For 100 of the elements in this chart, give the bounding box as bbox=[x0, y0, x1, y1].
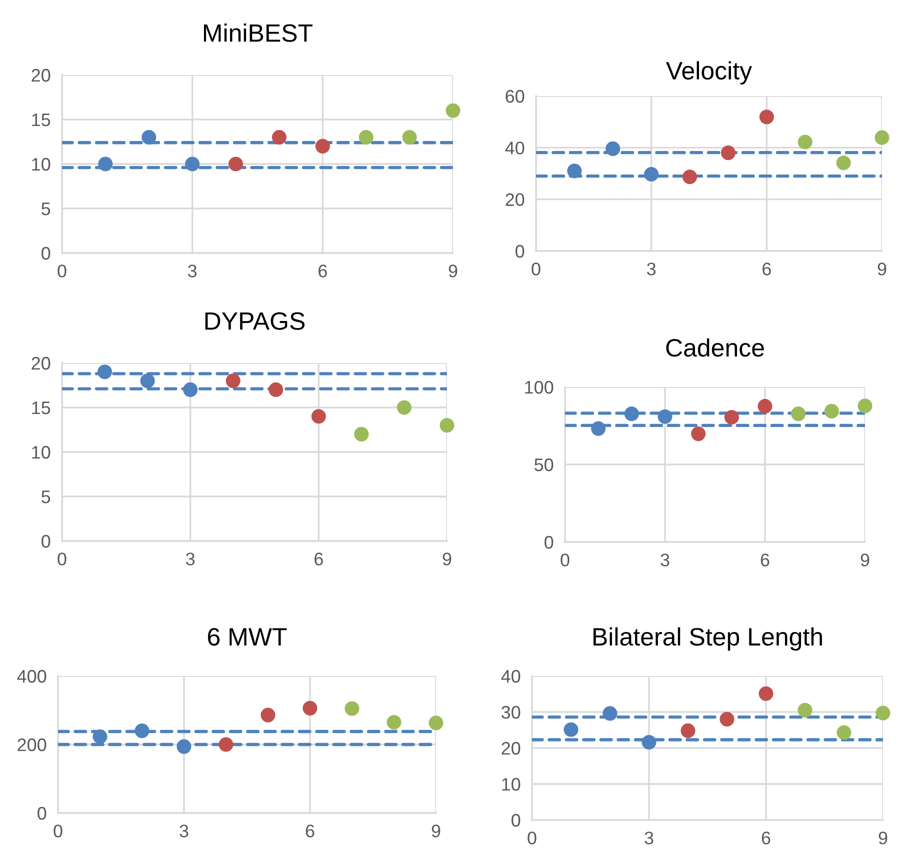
chart-title: Bilateral Step Length bbox=[594, 627, 822, 651]
point bbox=[272, 130, 287, 145]
point bbox=[876, 706, 890, 720]
point bbox=[564, 722, 578, 737]
x-tick-label: 3 bbox=[660, 554, 670, 566]
point bbox=[140, 374, 155, 388]
x-tick-label: 0 bbox=[560, 554, 570, 566]
y-tick-label: 10 bbox=[32, 446, 50, 459]
point bbox=[428, 716, 444, 730]
x-tick-label: 0 bbox=[58, 552, 66, 566]
point bbox=[226, 374, 240, 388]
point bbox=[606, 141, 620, 156]
point bbox=[682, 170, 698, 184]
y-tick-label: 10 bbox=[502, 778, 520, 791]
point bbox=[446, 103, 460, 118]
point bbox=[98, 156, 113, 172]
point bbox=[758, 398, 772, 414]
point bbox=[315, 138, 330, 154]
point bbox=[624, 406, 639, 422]
point bbox=[691, 426, 706, 442]
y-tick-label: 50 bbox=[534, 458, 554, 472]
point bbox=[228, 156, 244, 172]
x-tick-label: 9 bbox=[860, 554, 870, 566]
point bbox=[602, 706, 618, 721]
y-tick-label: 30 bbox=[501, 706, 520, 719]
point bbox=[642, 734, 656, 750]
point bbox=[874, 130, 890, 145]
y-tick-label: 20 bbox=[32, 356, 50, 370]
y-tick-label: 0 bbox=[516, 244, 524, 258]
point bbox=[567, 164, 582, 178]
point bbox=[824, 404, 839, 418]
y-tick-label: 100 bbox=[525, 380, 554, 394]
x-tick-label: 9 bbox=[448, 264, 458, 278]
point bbox=[402, 130, 417, 145]
x-tick-label: 6 bbox=[762, 832, 770, 844]
chart-title: Velocity bbox=[666, 61, 752, 85]
x-tick-label: 6 bbox=[314, 552, 323, 566]
point bbox=[302, 700, 318, 716]
point bbox=[185, 156, 200, 172]
point bbox=[396, 400, 412, 415]
point bbox=[836, 156, 851, 170]
x-tick-label: 9 bbox=[442, 552, 452, 566]
x-tick-label: 6 bbox=[306, 824, 314, 838]
y-tick-label: 400 bbox=[17, 670, 46, 683]
point bbox=[218, 737, 234, 752]
point bbox=[142, 130, 156, 145]
point bbox=[836, 725, 852, 740]
point bbox=[268, 382, 284, 397]
x-tick-label: 9 bbox=[432, 824, 440, 838]
y-tick-label: 20 bbox=[32, 68, 50, 82]
point bbox=[440, 418, 454, 433]
chart-title: MiniBEST bbox=[204, 24, 312, 42]
x-tick-label: 6 bbox=[760, 554, 770, 566]
x-tick-label: 3 bbox=[186, 552, 195, 566]
point bbox=[386, 714, 402, 730]
y-tick-label: 60 bbox=[506, 90, 524, 103]
point bbox=[183, 382, 198, 397]
x-tick-label: 3 bbox=[180, 824, 188, 838]
y-tick-label: 0 bbox=[42, 246, 50, 260]
x-tick-label: 3 bbox=[188, 264, 197, 278]
y-tick-label: 0 bbox=[42, 534, 50, 548]
y-tick-label: 0 bbox=[544, 536, 554, 549]
y-tick-label: 200 bbox=[18, 738, 46, 752]
point bbox=[658, 409, 672, 424]
x-tick-label: 9 bbox=[878, 262, 886, 276]
point bbox=[134, 724, 150, 738]
point bbox=[176, 739, 192, 754]
point bbox=[798, 134, 812, 150]
x-tick-label: 3 bbox=[644, 832, 654, 844]
point bbox=[720, 712, 734, 726]
point bbox=[680, 723, 696, 738]
point bbox=[591, 421, 606, 436]
y-tick-label: 5 bbox=[42, 490, 50, 504]
chart-title: 6 MWT bbox=[208, 628, 287, 646]
point bbox=[720, 146, 736, 160]
point bbox=[644, 166, 659, 182]
y-tick-label: 40 bbox=[501, 670, 520, 683]
y-tick-label: 20 bbox=[506, 193, 524, 206]
y-tick-label: 0 bbox=[38, 806, 46, 820]
point bbox=[354, 426, 369, 442]
point bbox=[759, 110, 774, 124]
y-tick-label: 15 bbox=[32, 114, 50, 126]
y-tick-label: 10 bbox=[32, 158, 50, 171]
y-tick-label: 5 bbox=[42, 202, 50, 216]
point bbox=[97, 364, 112, 380]
y-tick-label: 15 bbox=[32, 402, 50, 414]
point bbox=[798, 702, 812, 718]
y-tick-label: 20 bbox=[502, 742, 520, 755]
point bbox=[758, 686, 774, 701]
point bbox=[260, 708, 276, 722]
chart-title: Cadence bbox=[666, 338, 764, 357]
point bbox=[358, 130, 374, 145]
point bbox=[858, 398, 872, 414]
point bbox=[791, 406, 806, 422]
y-tick-label: 0 bbox=[512, 814, 520, 827]
point bbox=[344, 701, 360, 716]
x-tick-label: 0 bbox=[58, 264, 66, 278]
x-tick-label: 6 bbox=[762, 262, 771, 276]
point bbox=[724, 410, 739, 425]
x-tick-label: 0 bbox=[54, 824, 62, 838]
